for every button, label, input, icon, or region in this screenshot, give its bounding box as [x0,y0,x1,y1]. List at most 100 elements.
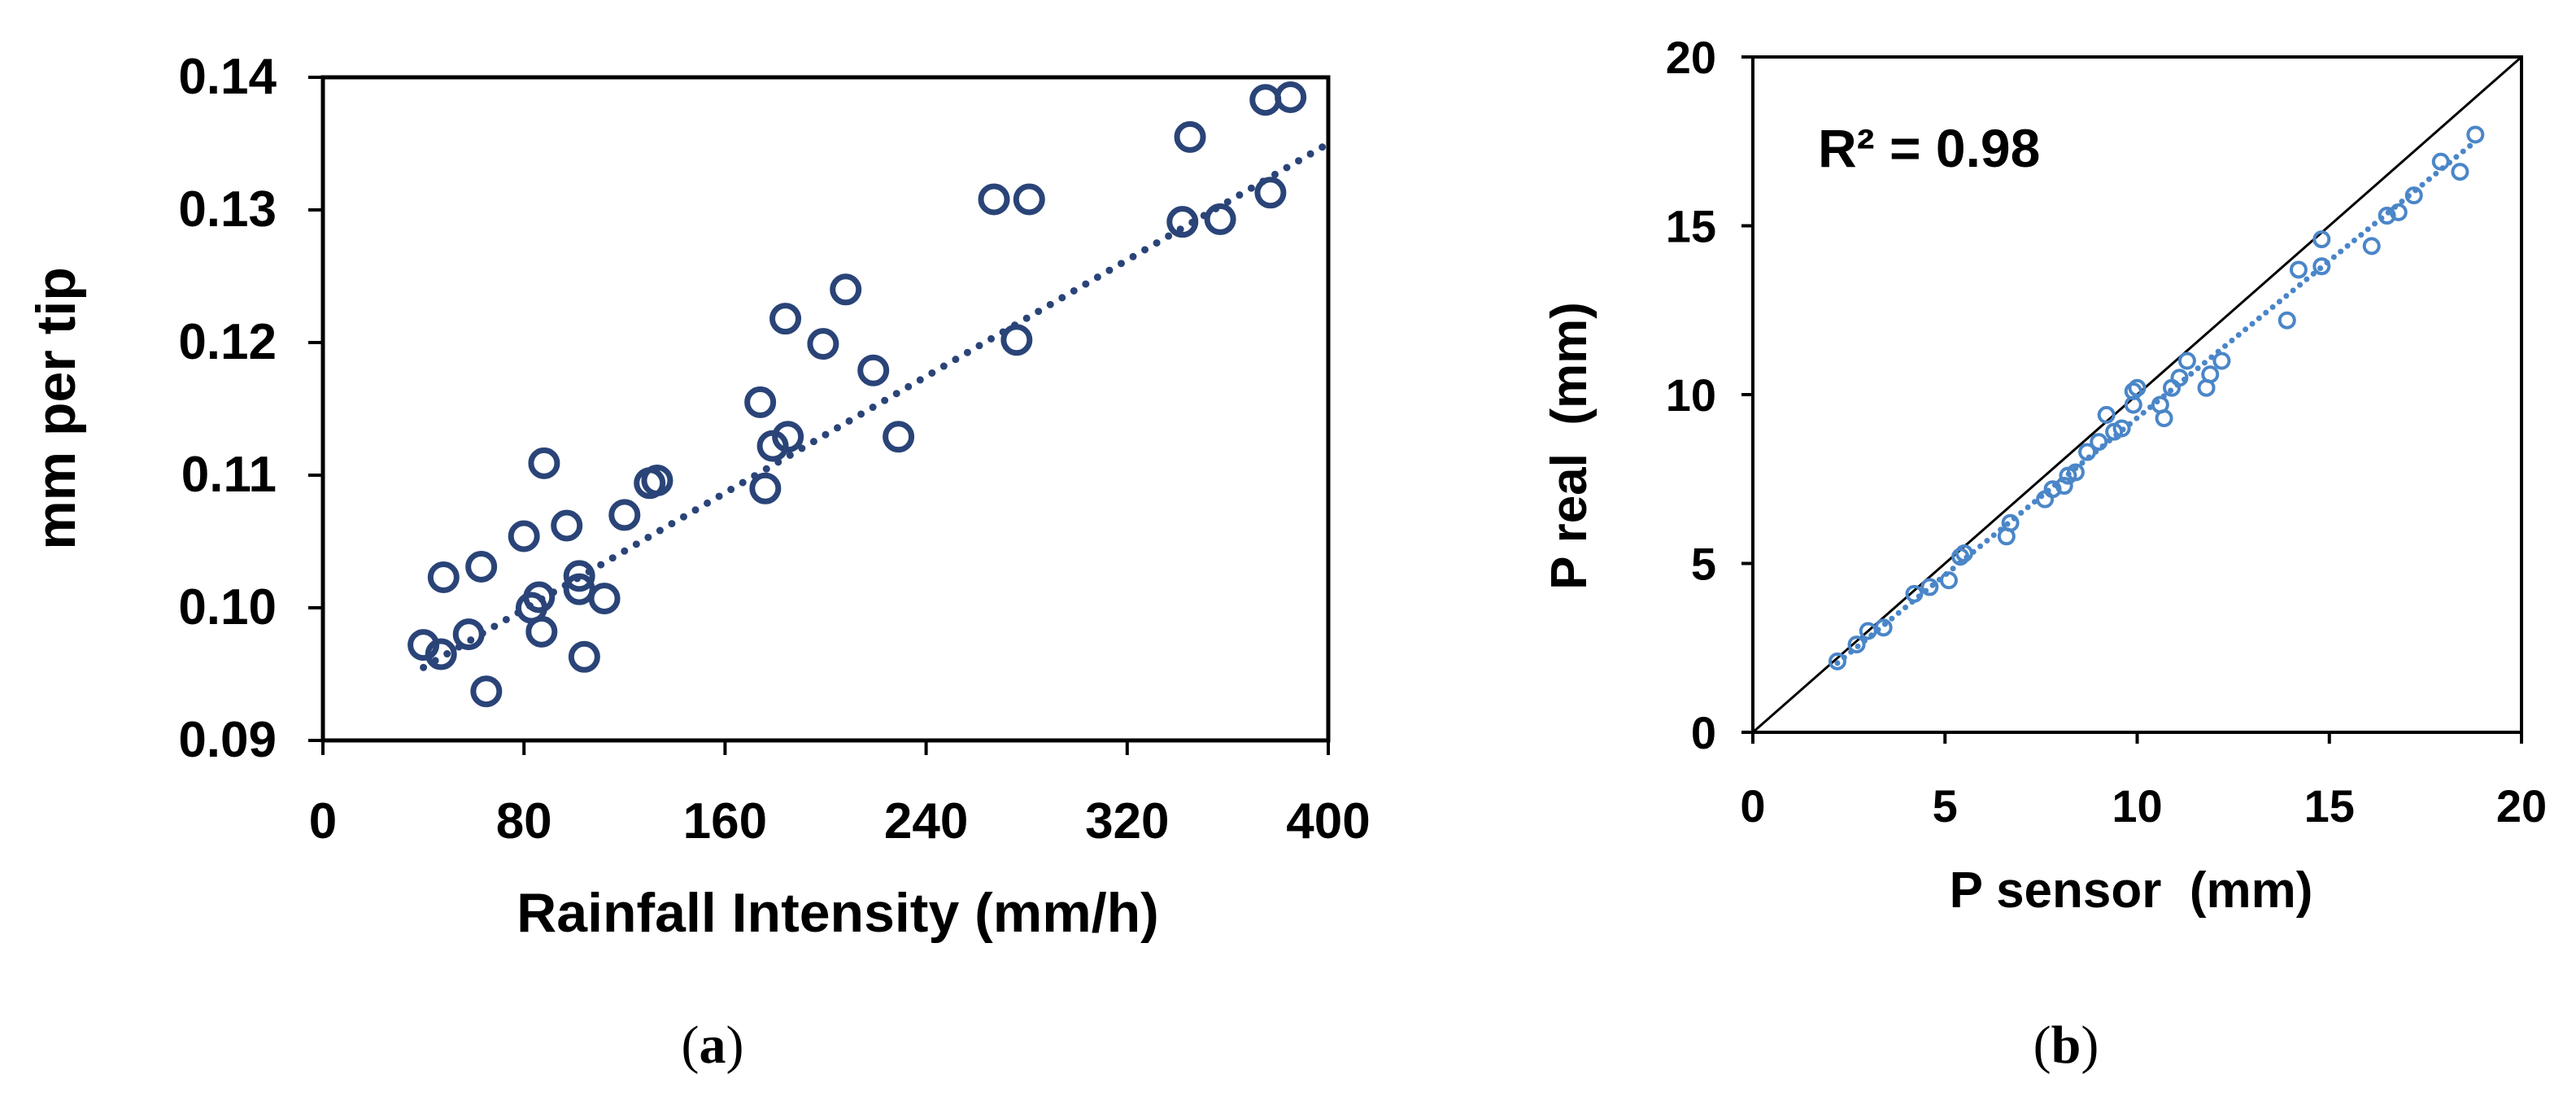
panel-a-trendline [420,140,1332,671]
panel-a-data-point [1275,81,1307,113]
panel-a-data-point [744,386,777,418]
panel-a-y-tick-label: 0.13 [178,181,277,238]
panel-b-data-point [2090,433,2108,452]
panel-a-x-tick-label: 400 [1286,793,1370,849]
panel-b-y-tick-label: 15 [1666,201,1716,252]
panel-b-data-point [2289,260,2308,279]
panel-a-data-point [1013,183,1045,216]
panel-a-data-point [608,499,641,531]
panel-a-data-point [1166,206,1199,238]
panel-b-data-point [2212,351,2231,370]
panel-a-data-point [568,640,600,673]
panel-b-data-point [2277,311,2296,330]
panel-a-data-point [523,581,556,613]
panel-a-y-tick-label: 0.12 [178,314,277,370]
panel-b-label: (b) [2033,1015,2099,1075]
panel-b-y-tick-label: 20 [1666,32,1716,83]
panel-a-chart: 0.09 0.10 0.11 0.12 0.13 0.14 0 80 160 240 320 400… [25,49,1371,1075]
panel-a-y-tick-label: 0.14 [178,49,277,105]
panel-b-data-point [1847,635,1866,654]
panel-b-data-point [2312,230,2331,249]
panel-a-y-tick-label: 0.10 [178,579,277,635]
panel-b-data-point [2466,125,2485,144]
panel-a-label: (a) [682,1015,744,1075]
panel-a-x-tick-label: 240 [884,793,968,849]
panel-a-data-point [978,183,1010,216]
panel-b-data-point [1905,584,1924,603]
panel-b-data-point [2112,419,2131,438]
panel-a-data-point [508,520,540,552]
panel-b-data-point [2404,186,2423,205]
panel-a-data-point [525,615,558,648]
panel-b-r-squared-annotation: R² = 0.98 [1818,118,2040,178]
panel-a-data-point [1000,324,1033,356]
panel-a-x-tick-label: 0 [309,793,337,849]
panel-b-y-tick-label: 10 [1666,369,1716,421]
panel-b-y-ticks: 0 5 10 15 20 [1666,32,1753,758]
panel-b-data-point [2097,405,2116,424]
panel-b-data-point [2128,378,2147,397]
panel-a-x-ticks: 0 80 160 240 320 400 [309,740,1371,849]
panel-b-marks [1752,55,2522,734]
panel-a-x-tick-label: 320 [1085,793,1169,849]
panel-b-data-point [2001,513,2020,532]
panel-b-x-axis-label: P sensor (mm) [1950,862,2313,919]
panel-b-data-point [2155,409,2173,428]
panel-b-x-tick-label: 0 [1740,780,1765,832]
panel-a-data-point [807,328,839,360]
panel-b-data-point [2177,351,2196,370]
panel-a-data-point [427,561,460,594]
panel-b-data-point [2078,443,2097,461]
panel-a-data-point [563,560,595,592]
panel-b-data-point [1939,571,1958,590]
panel-a-data-point [641,465,673,497]
panel-a-data-point [772,421,804,453]
panel-a-y-axis-label: mm per tip [25,267,87,550]
panel-b-data-point [2036,490,2055,509]
panel-b-data-point [2362,237,2381,255]
panel-a-data-point [551,509,583,542]
panel-a-data-point [528,447,560,479]
panel-b-data-point [2389,203,2408,221]
panel-a-x-axis-label: Rainfall Intensity (mm/h) [517,882,1159,944]
panel-a-data-point [1254,177,1287,209]
panel-a-data-point [769,303,802,335]
panel-a-data-point [1204,203,1236,235]
panel-a-y-tick-label: 0.09 [178,712,277,768]
panel-b-x-tick-label: 10 [2112,780,2162,832]
panel-b-data-point [2312,257,2331,276]
panel-b-x-tick-label: 15 [2304,780,2355,832]
panel-b-data-point [1955,544,1973,563]
panel-b-data-point [2124,382,2142,400]
panel-a-x-tick-label: 160 [683,793,767,849]
panel-a-data-point [425,638,457,670]
panel-b-data-point [2066,463,2085,482]
panel-b-data-point [1874,618,1893,637]
panel-a-data-point [452,618,485,651]
panel-b-data-point [2055,477,2073,496]
panel-b-y-tick-label: 5 [1691,539,1716,590]
panel-b-data-point [1828,652,1846,670]
panel-b-data-point [2170,369,2189,387]
panel-a-marks [408,81,1332,708]
panel-a-data-point [857,354,890,386]
panel-b-data-point [2378,207,2396,225]
panel-a-y-tick-label: 0.11 [181,447,277,503]
panel-a-x-tick-label: 80 [496,793,552,849]
panel-a-data-point [883,421,915,453]
panel-b-x-tick-label: 5 [1933,780,1958,832]
panel-a-plot-frame [320,75,1331,743]
panel-a-data-point [830,273,862,306]
panel-a-data-point [588,583,621,615]
panel-b-x-tick-label: 20 [2496,780,2547,832]
panel-b-y-tick-label: 0 [1691,707,1716,758]
panel-b-trendline [1834,138,2478,666]
panel-b-data-point [2431,152,2450,171]
panel-a-data-point [1174,120,1206,153]
panel-b-data-point [2451,163,2469,181]
panel-b-x-ticks: 0 5 10 15 20 [1740,732,2547,832]
panel-a-data-point [470,675,503,708]
panel-a-data-point [749,472,782,504]
panel-b-chart: 0 5 10 15 20 0 5 10 15 20 R² = 0.98 P sensor (mm… [1541,32,2547,1075]
